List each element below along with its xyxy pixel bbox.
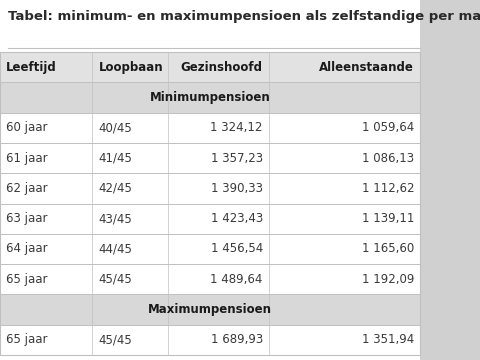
Text: 65 jaar: 65 jaar xyxy=(6,333,48,346)
Bar xyxy=(0,234,420,264)
Text: 1 390,33: 1 390,33 xyxy=(211,182,263,195)
Bar xyxy=(0,143,420,173)
Text: Maximumpensioen: Maximumpensioen xyxy=(148,303,272,316)
Bar xyxy=(0,294,420,325)
Text: 1 357,23: 1 357,23 xyxy=(211,152,263,165)
Text: 41/45: 41/45 xyxy=(98,152,132,165)
Text: Minimumpensioen: Minimumpensioen xyxy=(150,91,270,104)
Bar xyxy=(0,52,420,355)
Bar xyxy=(0,325,420,355)
Bar xyxy=(0,52,420,82)
Text: 42/45: 42/45 xyxy=(98,182,132,195)
Bar xyxy=(420,0,480,360)
Text: 44/45: 44/45 xyxy=(98,242,132,256)
Text: 1 489,64: 1 489,64 xyxy=(210,273,263,286)
Text: 61 jaar: 61 jaar xyxy=(6,152,48,165)
Text: 1 086,13: 1 086,13 xyxy=(362,152,414,165)
Bar xyxy=(0,264,420,294)
Text: Alleenstaande: Alleenstaande xyxy=(319,60,414,74)
Text: Loopbaan: Loopbaan xyxy=(98,60,163,74)
Text: 1 192,09: 1 192,09 xyxy=(361,273,414,286)
Text: 60 jaar: 60 jaar xyxy=(6,121,48,134)
Text: Tabel: minimum- en maximumpensioen als zelfstandige per maand: Tabel: minimum- en maximumpensioen als z… xyxy=(8,10,480,23)
Text: 65 jaar: 65 jaar xyxy=(6,273,48,286)
Text: 45/45: 45/45 xyxy=(98,273,132,286)
Bar xyxy=(0,52,420,355)
Text: 1 423,43: 1 423,43 xyxy=(211,212,263,225)
Text: 62 jaar: 62 jaar xyxy=(6,182,48,195)
Text: 45/45: 45/45 xyxy=(98,333,132,346)
Bar xyxy=(0,113,420,143)
Bar xyxy=(0,82,420,113)
Text: 1 112,62: 1 112,62 xyxy=(361,182,414,195)
Text: 43/45: 43/45 xyxy=(98,212,132,225)
Text: 40/45: 40/45 xyxy=(98,121,132,134)
Text: 1 689,93: 1 689,93 xyxy=(211,333,263,346)
Text: 1 165,60: 1 165,60 xyxy=(362,242,414,256)
Text: 1 351,94: 1 351,94 xyxy=(362,333,414,346)
Text: 63 jaar: 63 jaar xyxy=(6,212,48,225)
Text: Leeftijd: Leeftijd xyxy=(6,60,57,74)
Bar xyxy=(0,203,420,234)
Text: Gezinshoofd: Gezinshoofd xyxy=(181,60,263,74)
Text: 64 jaar: 64 jaar xyxy=(6,242,48,256)
Text: 1 456,54: 1 456,54 xyxy=(211,242,263,256)
Bar xyxy=(0,173,420,203)
Text: 1 139,11: 1 139,11 xyxy=(361,212,414,225)
Text: 1 324,12: 1 324,12 xyxy=(210,121,263,134)
Text: 1 059,64: 1 059,64 xyxy=(362,121,414,134)
